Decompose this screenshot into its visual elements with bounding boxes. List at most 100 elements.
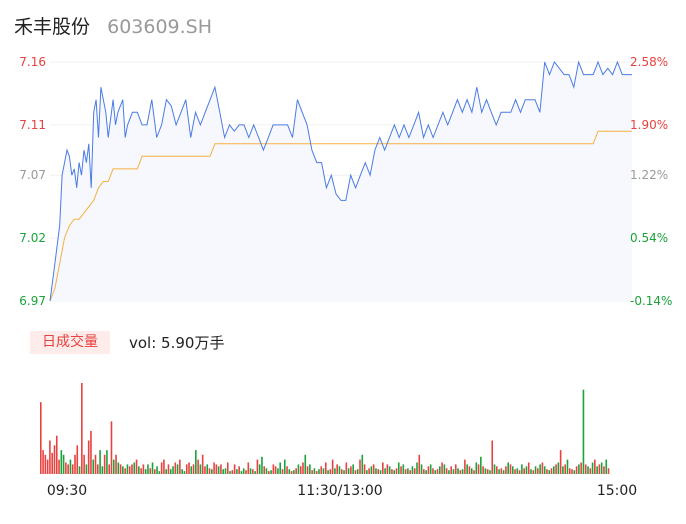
y-tick-right: 0.54% xyxy=(630,231,668,245)
volume-bar xyxy=(372,464,375,474)
volume-bar xyxy=(135,459,138,474)
volume-bar xyxy=(543,466,546,474)
price-area xyxy=(50,62,632,301)
volume-bar xyxy=(238,466,240,474)
volume-bar xyxy=(40,402,42,474)
y-tick-left: 7.07 xyxy=(19,168,46,182)
volume-bar xyxy=(571,469,573,474)
volume-bar xyxy=(270,470,272,474)
volume-bar xyxy=(65,462,67,474)
volume-bar xyxy=(347,468,350,474)
volume-bar xyxy=(49,440,51,474)
volume-bar xyxy=(331,459,334,474)
volume-bar xyxy=(596,466,598,474)
volume-bar xyxy=(290,471,293,474)
volume-bar xyxy=(263,466,266,474)
volume-bar xyxy=(240,471,243,474)
volume-bar xyxy=(229,471,231,474)
volume-bar xyxy=(445,468,448,474)
volume-bar xyxy=(165,469,167,474)
x-ticks: 09:30 11:30/13:00 15:00 xyxy=(47,483,637,499)
volume-bars xyxy=(40,383,610,474)
volume-bar xyxy=(370,466,373,474)
volume-bar xyxy=(423,469,425,474)
volume-bar xyxy=(304,454,307,474)
y-tick-left: 6.97 xyxy=(19,294,46,308)
volume-bar xyxy=(188,462,190,474)
volume-bar xyxy=(452,469,455,474)
stock-header: 禾丰股份 603609.SH xyxy=(14,12,212,40)
volume-bar xyxy=(525,466,528,474)
volume-bar xyxy=(149,468,152,474)
volume-bar xyxy=(156,466,158,474)
volume-bar xyxy=(400,466,402,474)
volume-bar xyxy=(320,466,323,474)
volume-bar xyxy=(580,462,582,474)
volume-bar xyxy=(356,469,359,474)
volume-bar xyxy=(402,464,405,474)
volume-bar xyxy=(74,454,76,474)
x-tick: 15:00 xyxy=(597,483,637,499)
volume-bar xyxy=(309,464,311,474)
volume-bar xyxy=(448,470,450,474)
volume-bar xyxy=(220,464,222,474)
volume-bar xyxy=(482,466,484,474)
volume-bar xyxy=(83,454,85,474)
volume-bar xyxy=(484,468,487,474)
volume-bar xyxy=(416,462,418,474)
volume-bar xyxy=(491,440,494,474)
volume-bar xyxy=(138,466,140,474)
volume-bar xyxy=(53,445,56,474)
volume-bar xyxy=(527,462,530,474)
volume-bar xyxy=(181,469,183,474)
volume-bar xyxy=(185,464,188,474)
volume-bar xyxy=(459,470,462,474)
volume-bar xyxy=(213,462,215,474)
volume-bar xyxy=(425,470,427,474)
volume-bar xyxy=(277,468,279,474)
volume-bar xyxy=(197,459,199,474)
volume-bar xyxy=(224,468,227,474)
volume-bar xyxy=(226,462,229,474)
volume-bar xyxy=(336,464,338,474)
volume-bar xyxy=(573,470,576,474)
volume-bar xyxy=(42,450,44,474)
volume-bar xyxy=(92,459,95,474)
volume-bar xyxy=(496,466,498,474)
volume-bar xyxy=(589,468,592,474)
volume-bar xyxy=(106,450,108,474)
volume-bar xyxy=(249,468,252,474)
volume-bar xyxy=(468,466,471,474)
volume-bar xyxy=(450,466,452,474)
volume-bar xyxy=(352,464,354,474)
volume-bar xyxy=(94,454,97,474)
volume-bar xyxy=(81,383,83,474)
volume-bar xyxy=(295,468,297,474)
volume-bar xyxy=(176,464,179,474)
volume-bar xyxy=(183,471,186,474)
stock-name: 禾丰股份 xyxy=(14,16,91,38)
daily-volume-tag: 日成交量 xyxy=(30,331,110,354)
volume-bar xyxy=(584,464,587,474)
volume-bar xyxy=(562,466,564,474)
volume-bar xyxy=(147,464,149,474)
volume-bar xyxy=(252,469,254,474)
volume-bar xyxy=(340,469,343,474)
y-tick-right: 2.58% xyxy=(630,55,668,69)
volume-bar xyxy=(457,468,459,474)
y-tick-right: 1.90% xyxy=(630,118,668,132)
y-ticks-right: 2.58% 1.90% 1.22% 0.54% -0.14% xyxy=(630,55,672,308)
volume-bar xyxy=(594,459,596,474)
volume-bar xyxy=(559,450,562,474)
volume-bar xyxy=(283,459,286,474)
volume-bar xyxy=(388,466,391,474)
volume-bar xyxy=(514,469,516,474)
stock-code: 603609.SH xyxy=(107,16,213,38)
volume-bar xyxy=(71,464,74,474)
volume-bar xyxy=(119,464,122,474)
volume-bar xyxy=(179,459,181,474)
volume-bar xyxy=(108,464,110,474)
volume-bar xyxy=(206,464,209,474)
volume-bar xyxy=(97,464,99,474)
volume-bar xyxy=(375,468,377,474)
